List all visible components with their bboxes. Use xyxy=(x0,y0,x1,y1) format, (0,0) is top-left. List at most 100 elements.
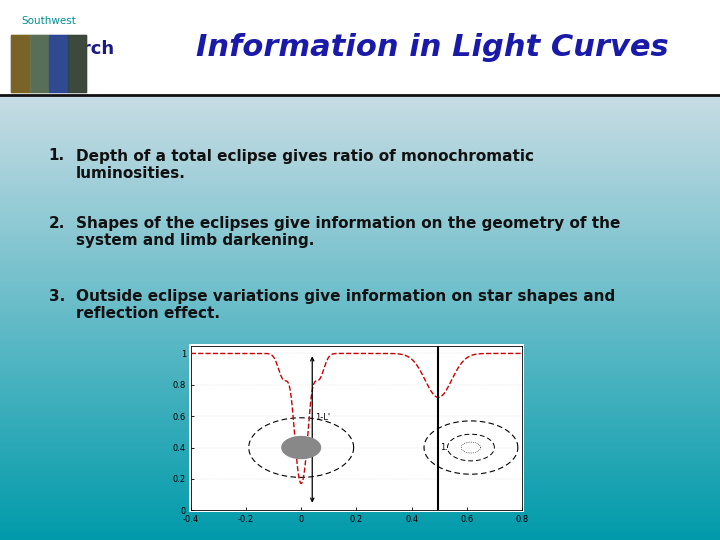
Bar xyxy=(0,146,720,148)
Bar xyxy=(0,537,720,538)
Bar xyxy=(0,117,720,118)
Bar xyxy=(0,436,720,437)
Bar xyxy=(30,35,48,92)
Bar xyxy=(0,163,720,164)
Bar xyxy=(0,453,720,454)
Bar xyxy=(0,316,720,317)
Bar xyxy=(0,99,720,100)
Bar xyxy=(0,531,720,532)
Bar xyxy=(0,397,720,399)
Bar xyxy=(0,348,720,350)
Bar xyxy=(0,216,720,218)
Bar xyxy=(0,120,720,122)
Bar xyxy=(0,252,720,253)
Bar xyxy=(0,414,720,415)
Bar xyxy=(0,106,720,108)
Bar xyxy=(0,465,720,467)
Bar xyxy=(0,274,720,275)
Bar xyxy=(0,363,720,365)
Bar xyxy=(0,212,720,213)
Bar xyxy=(0,195,720,197)
Bar xyxy=(0,140,720,142)
Bar xyxy=(0,291,720,292)
Bar xyxy=(0,96,720,98)
Bar xyxy=(0,201,720,203)
Bar xyxy=(0,320,720,322)
Bar xyxy=(0,417,720,418)
Bar xyxy=(0,134,720,136)
Bar xyxy=(0,413,720,414)
Bar xyxy=(0,294,720,295)
Bar xyxy=(0,492,720,494)
Bar xyxy=(0,335,720,336)
Bar xyxy=(0,231,720,233)
Bar xyxy=(0,485,720,487)
Bar xyxy=(0,313,720,314)
Bar xyxy=(0,396,720,397)
Bar xyxy=(0,175,720,176)
Bar xyxy=(0,340,720,341)
Bar xyxy=(0,525,720,526)
Bar xyxy=(0,275,720,277)
Text: Southwest: Southwest xyxy=(22,16,76,26)
Bar xyxy=(0,286,720,287)
Bar xyxy=(0,406,720,408)
Bar xyxy=(0,403,720,405)
Bar xyxy=(0,322,720,323)
Bar xyxy=(0,150,720,151)
Bar xyxy=(0,455,720,457)
Bar xyxy=(0,219,720,221)
Bar xyxy=(0,268,720,270)
Bar xyxy=(0,372,720,374)
Bar xyxy=(0,206,720,207)
Bar xyxy=(0,460,720,461)
Bar xyxy=(0,299,720,301)
Bar xyxy=(0,116,720,117)
Bar xyxy=(0,457,720,458)
Text: Research: Research xyxy=(22,40,114,58)
Bar xyxy=(0,249,720,251)
Bar xyxy=(0,497,720,498)
Bar xyxy=(0,166,720,167)
Bar xyxy=(0,311,720,313)
Bar xyxy=(0,130,720,132)
Bar xyxy=(0,401,720,402)
Bar xyxy=(0,292,720,294)
Bar xyxy=(0,356,720,357)
Bar xyxy=(0,243,720,245)
Bar xyxy=(0,100,720,102)
Bar xyxy=(0,235,720,237)
Bar xyxy=(0,534,720,536)
Bar xyxy=(0,188,720,190)
Bar xyxy=(0,178,720,179)
Bar xyxy=(0,365,720,366)
Bar xyxy=(0,469,720,470)
Bar xyxy=(0,94,720,96)
Bar xyxy=(11,35,86,92)
Bar xyxy=(0,475,720,476)
Bar xyxy=(0,289,720,291)
Bar xyxy=(0,463,720,464)
Bar xyxy=(0,285,720,286)
Bar xyxy=(0,405,720,406)
Bar xyxy=(0,503,720,504)
Bar xyxy=(0,336,720,338)
Bar xyxy=(0,381,720,382)
Bar xyxy=(0,233,720,234)
Bar xyxy=(0,508,720,509)
Bar xyxy=(0,467,720,469)
Text: Information in Light Curves: Information in Light Curves xyxy=(196,33,668,62)
Bar xyxy=(0,338,720,340)
Bar xyxy=(0,443,720,445)
Bar xyxy=(0,211,720,212)
Bar xyxy=(0,329,720,330)
Bar xyxy=(0,429,720,430)
Bar xyxy=(0,158,720,160)
Bar xyxy=(0,234,720,235)
Bar xyxy=(0,127,720,129)
Bar xyxy=(0,323,720,325)
Bar xyxy=(0,528,720,530)
Bar xyxy=(0,490,720,491)
Bar xyxy=(0,366,720,368)
Bar xyxy=(0,157,720,158)
